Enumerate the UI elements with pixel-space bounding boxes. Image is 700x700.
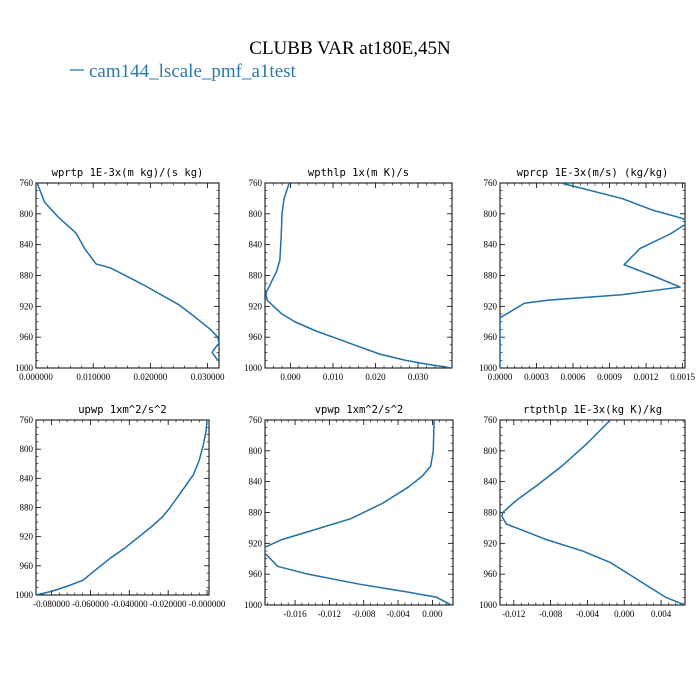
figure-title: CLUBB VAR at180E,45N xyxy=(249,38,451,59)
panel-5: vpwp 1xm^2/s^2 760 800 840 880 920 960 1000 -0.0… xyxy=(244,404,454,619)
x-tick-label: 0.0015 xyxy=(670,372,695,382)
x-tick-label: 0.0000 xyxy=(488,372,513,382)
y-tick-label: 800 xyxy=(484,446,498,456)
x-tick-label: -0.008 xyxy=(352,609,376,619)
legend-label: cam144_lscale_pmf_a1test xyxy=(89,61,297,82)
y-tick-label: 960 xyxy=(249,569,263,579)
y-tick-label: 760 xyxy=(484,178,498,188)
x-tick-label: 0.020000 xyxy=(134,372,168,382)
x-tick-label: 0.0012 xyxy=(634,372,659,382)
x-tick-label: 0.000000 xyxy=(19,372,53,382)
y-tick-label: 880 xyxy=(20,503,34,513)
x-tick-label: 0.0003 xyxy=(524,372,549,382)
y-tick-label: 1000 xyxy=(15,590,34,600)
series-line xyxy=(501,420,685,605)
x-tick-label: 0.0009 xyxy=(597,372,622,382)
panel-title: wprtp 1E-3x(m kg)/(s kg) xyxy=(52,167,204,179)
plot-frame xyxy=(264,182,453,369)
y-tick-label: 960 xyxy=(484,569,498,579)
y-tick-label: 920 xyxy=(249,538,263,548)
series-line xyxy=(36,420,208,595)
x-tick-label: -0.012 xyxy=(502,609,525,619)
y-tick-label: 880 xyxy=(20,271,34,281)
panel-title: vpwp 1xm^2/s^2 xyxy=(315,404,404,416)
y-tick-label: 920 xyxy=(484,538,498,548)
x-tick-label: -0.012 xyxy=(318,609,341,619)
y-tick-label: 1000 xyxy=(244,363,263,373)
y-tick-label: 920 xyxy=(20,532,34,542)
x-tick-label: 0.030000 xyxy=(191,372,225,382)
y-tick-label: 1000 xyxy=(479,363,498,373)
x-tick-label: -0.016 xyxy=(283,609,307,619)
y-tick-label: 760 xyxy=(20,178,34,188)
plot-frame xyxy=(264,419,454,606)
x-tick-label: -0.020000 xyxy=(150,599,187,609)
panel-2: wpthlp 1x(m K)/s 760 800 840 880 920 960 1000 0.… xyxy=(244,167,453,382)
panels: wprtp 1E-3x(m kg)/(s kg) 760 800 840 880 920 9… xyxy=(15,167,695,619)
y-tick-label: 800 xyxy=(249,209,263,219)
y-tick-label: 760 xyxy=(249,415,263,425)
series-line xyxy=(500,183,685,368)
y-tick-label: 800 xyxy=(484,209,498,219)
y-tick-label: 800 xyxy=(20,444,34,454)
x-tick-label: 0.000 xyxy=(422,609,443,619)
series-line xyxy=(36,183,219,361)
y-tick-label: 840 xyxy=(20,473,34,483)
panel-6: rtpthlp 1E-3x(kg K)/kg 760 800 840 880 920 960… xyxy=(479,404,686,619)
x-tick-label: 0.010 xyxy=(323,372,344,382)
x-tick-label: -0.060000 xyxy=(72,599,109,609)
panel-title: wpthlp 1x(m K)/s xyxy=(308,167,409,179)
y-tick-label: 1000 xyxy=(15,363,34,373)
y-tick-label: 840 xyxy=(20,240,34,250)
y-tick-label: 1000 xyxy=(244,600,263,610)
y-tick-label: 1000 xyxy=(479,600,498,610)
x-tick-label: 0.0006 xyxy=(561,372,586,382)
y-tick-label: 880 xyxy=(484,508,498,518)
panel-title: wprcp 1E-3x(m/s) (kg/kg) xyxy=(517,167,669,179)
x-tick-label: 0.020 xyxy=(365,372,386,382)
x-tick-label: -0.004 xyxy=(386,609,410,619)
y-tick-label: 760 xyxy=(249,178,263,188)
x-tick-label: 0.000 xyxy=(614,609,635,619)
plot-frame xyxy=(499,419,686,606)
x-tick-label: -0.000000 xyxy=(189,599,226,609)
y-tick-label: 960 xyxy=(20,561,34,571)
plot-frame xyxy=(35,182,220,369)
y-tick-label: 880 xyxy=(249,271,263,281)
legend: cam144_lscale_pmf_a1test xyxy=(70,61,297,82)
panel-4: upwp 1xm^2/s^27608008408809209601000-0.0… xyxy=(15,404,226,609)
series-line xyxy=(265,183,452,368)
x-tick-label: 0.004 xyxy=(651,609,672,619)
panel-3: wprcp 1E-3x(m/s) (kg/kg) 760 800 840 880 920 9… xyxy=(479,167,695,382)
x-tick-label: -0.040000 xyxy=(111,599,148,609)
y-tick-label: 800 xyxy=(20,209,34,219)
panel-title: upwp 1xm^2/s^2 xyxy=(78,404,167,416)
y-tick-label: 960 xyxy=(484,332,498,342)
panel-title: rtpthlp 1E-3x(kg K)/kg xyxy=(523,404,662,416)
y-tick-label: 920 xyxy=(249,301,263,311)
y-tick-label: 840 xyxy=(484,477,498,487)
y-tick-label: 880 xyxy=(484,271,498,281)
y-tick-label: 840 xyxy=(484,240,498,250)
y-tick-label: 760 xyxy=(484,415,498,425)
x-tick-label: 0.010000 xyxy=(76,372,110,382)
panel-1: wprtp 1E-3x(m kg)/(s kg) 760 800 840 880 920 9… xyxy=(15,167,225,382)
y-tick-label: 840 xyxy=(249,477,263,487)
y-tick-label: 840 xyxy=(249,240,263,250)
x-tick-label: -0.008 xyxy=(539,609,563,619)
x-tick-label: 0.000 xyxy=(280,372,301,382)
y-tick-label: 760 xyxy=(20,415,34,425)
y-tick-label: 960 xyxy=(20,332,34,342)
y-tick-label: 800 xyxy=(249,446,263,456)
series-line xyxy=(265,420,452,605)
y-tick-label: 880 xyxy=(249,508,263,518)
y-tick-label: 920 xyxy=(20,301,34,311)
y-tick-label: 960 xyxy=(249,332,263,342)
y-tick-label: 920 xyxy=(484,301,498,311)
x-tick-label: -0.004 xyxy=(576,609,600,619)
x-tick-label: 0.030 xyxy=(408,372,429,382)
plot-frame xyxy=(35,419,210,596)
x-tick-label: -0.080000 xyxy=(33,599,70,609)
